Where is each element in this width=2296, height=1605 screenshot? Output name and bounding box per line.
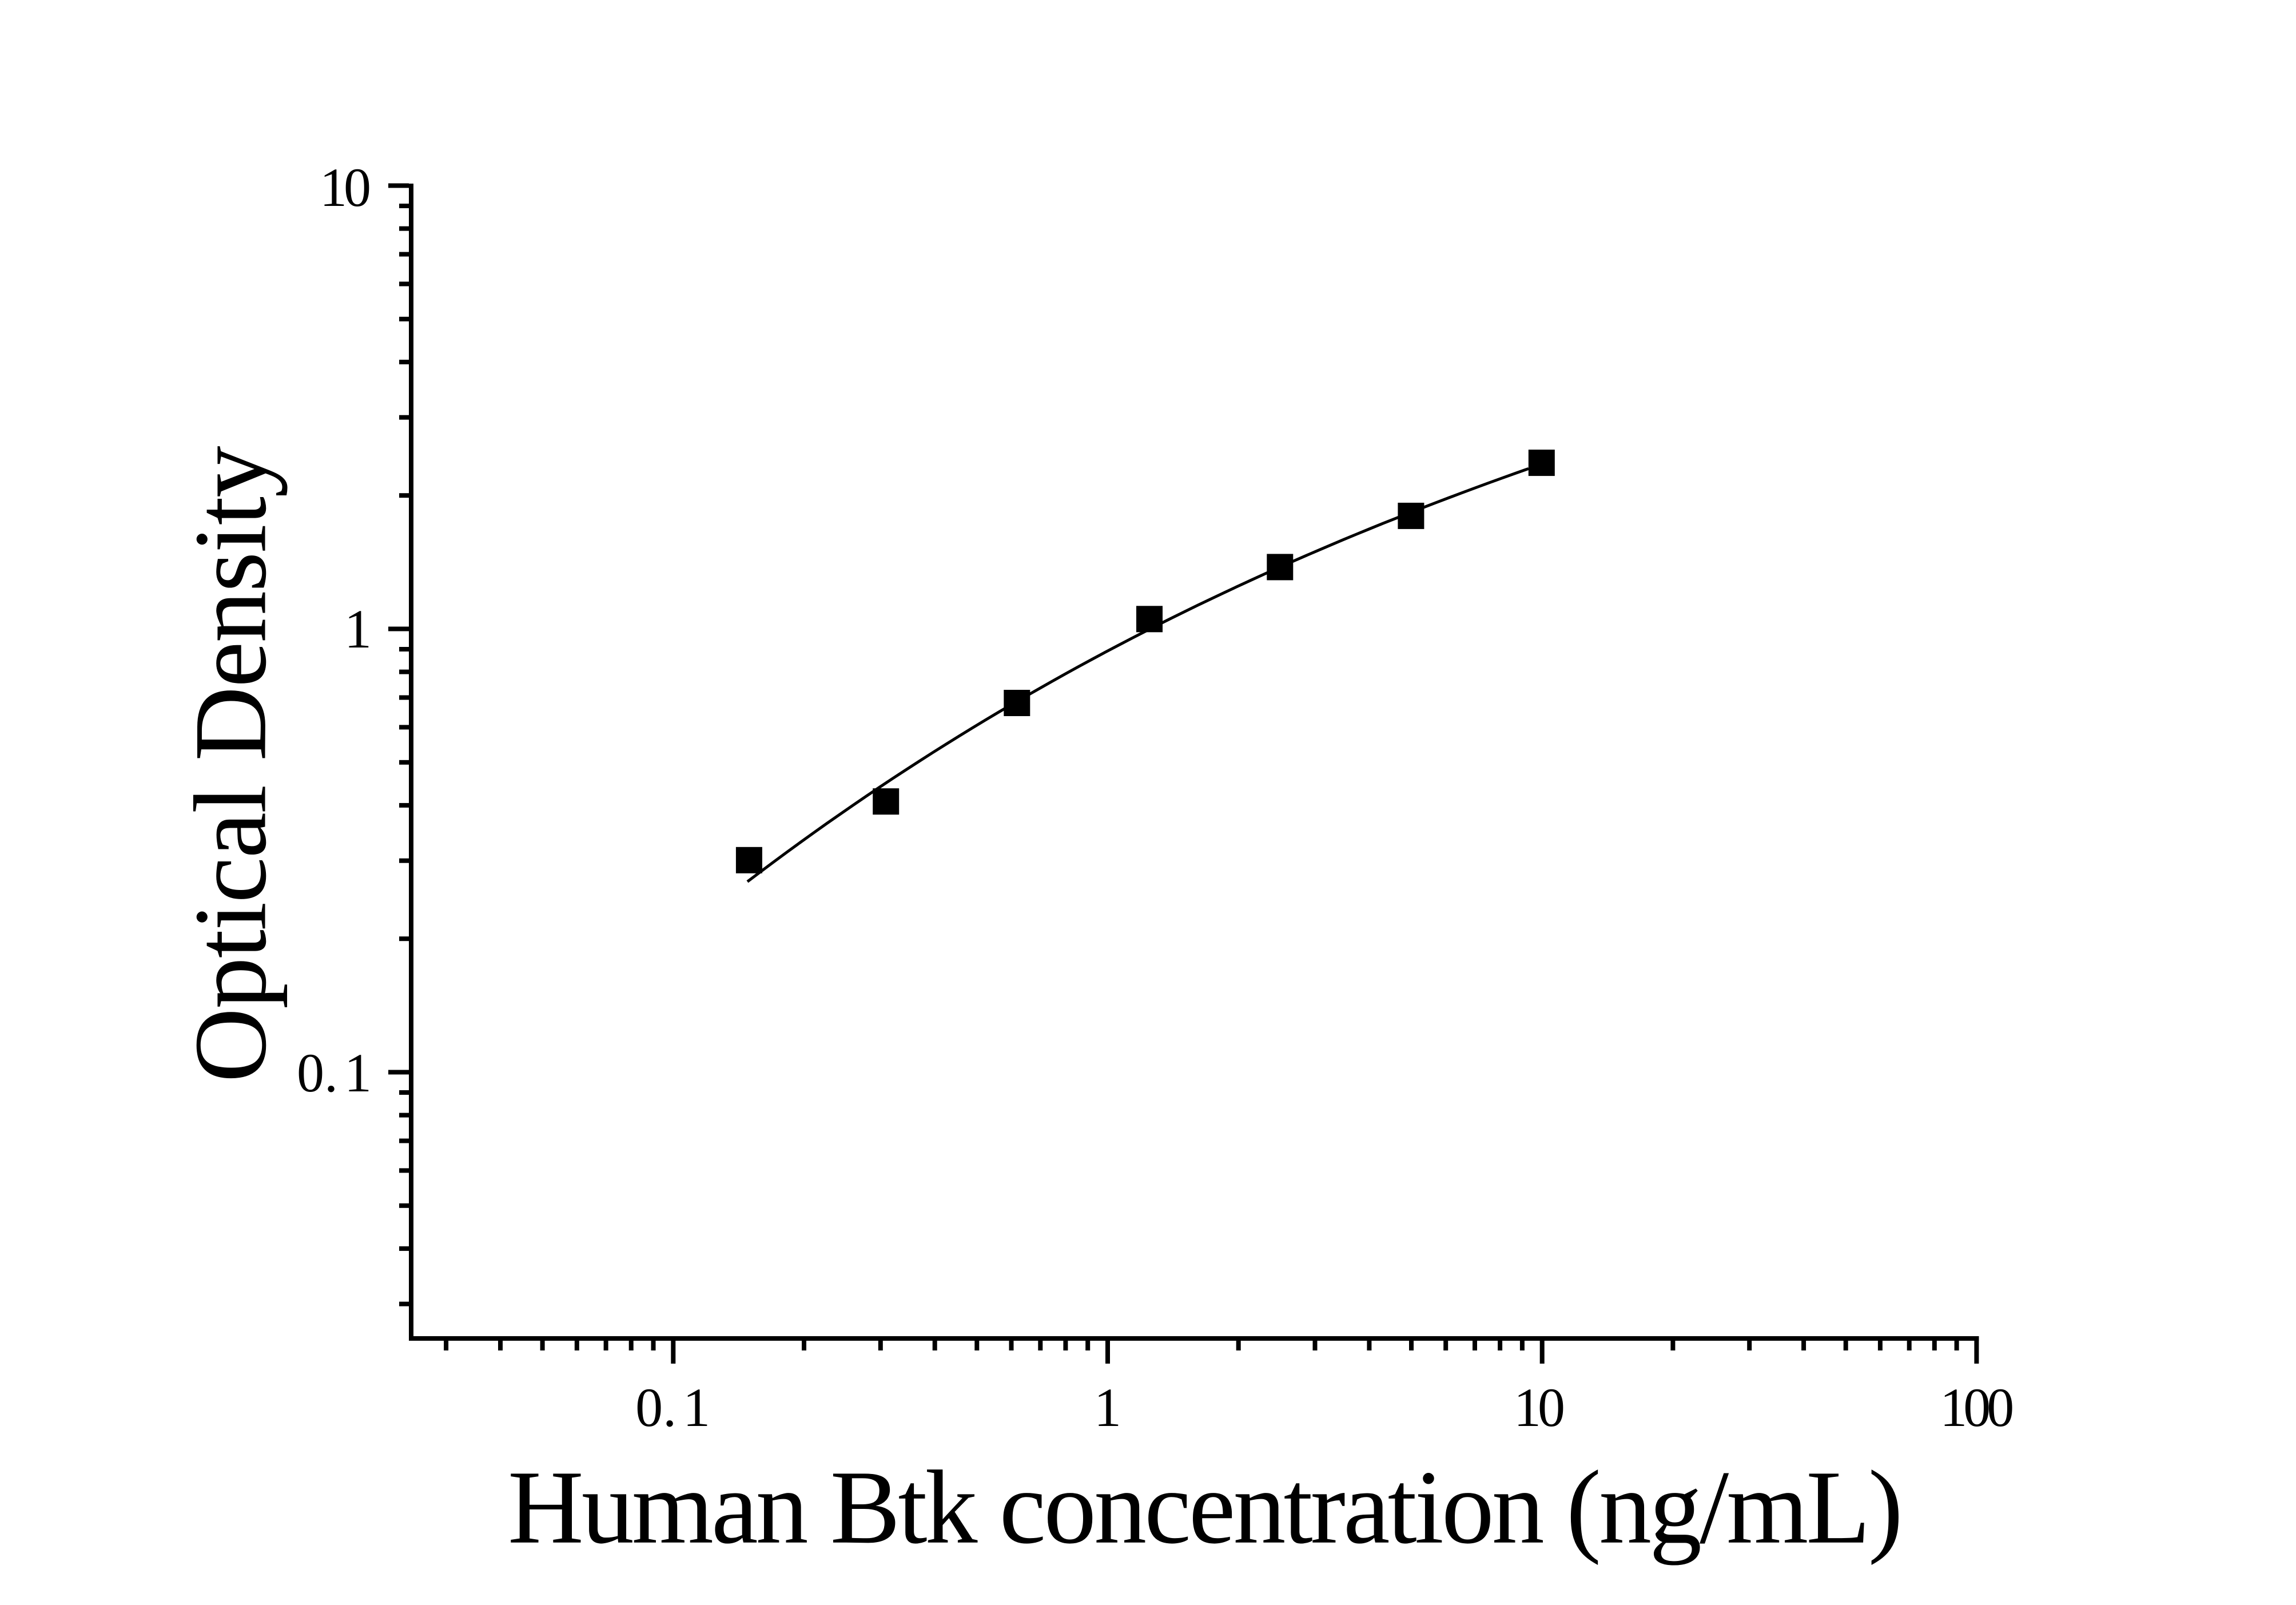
- svg-text:100: 100: [1940, 1377, 2012, 1438]
- svg-text:0. 1: 0. 1: [635, 1377, 710, 1438]
- svg-text:10: 10: [320, 157, 369, 218]
- svg-text:Human Btk concentration (ng/mL: Human Btk concentration (ng/mL): [508, 1449, 1901, 1566]
- svg-text:1: 1: [344, 598, 372, 660]
- svg-text:10: 10: [1514, 1377, 1563, 1438]
- svg-text:0. 1: 0. 1: [297, 1042, 372, 1103]
- svg-text:1: 1: [1094, 1377, 1121, 1438]
- svg-text:Optical Density: Optical Density: [174, 446, 288, 1083]
